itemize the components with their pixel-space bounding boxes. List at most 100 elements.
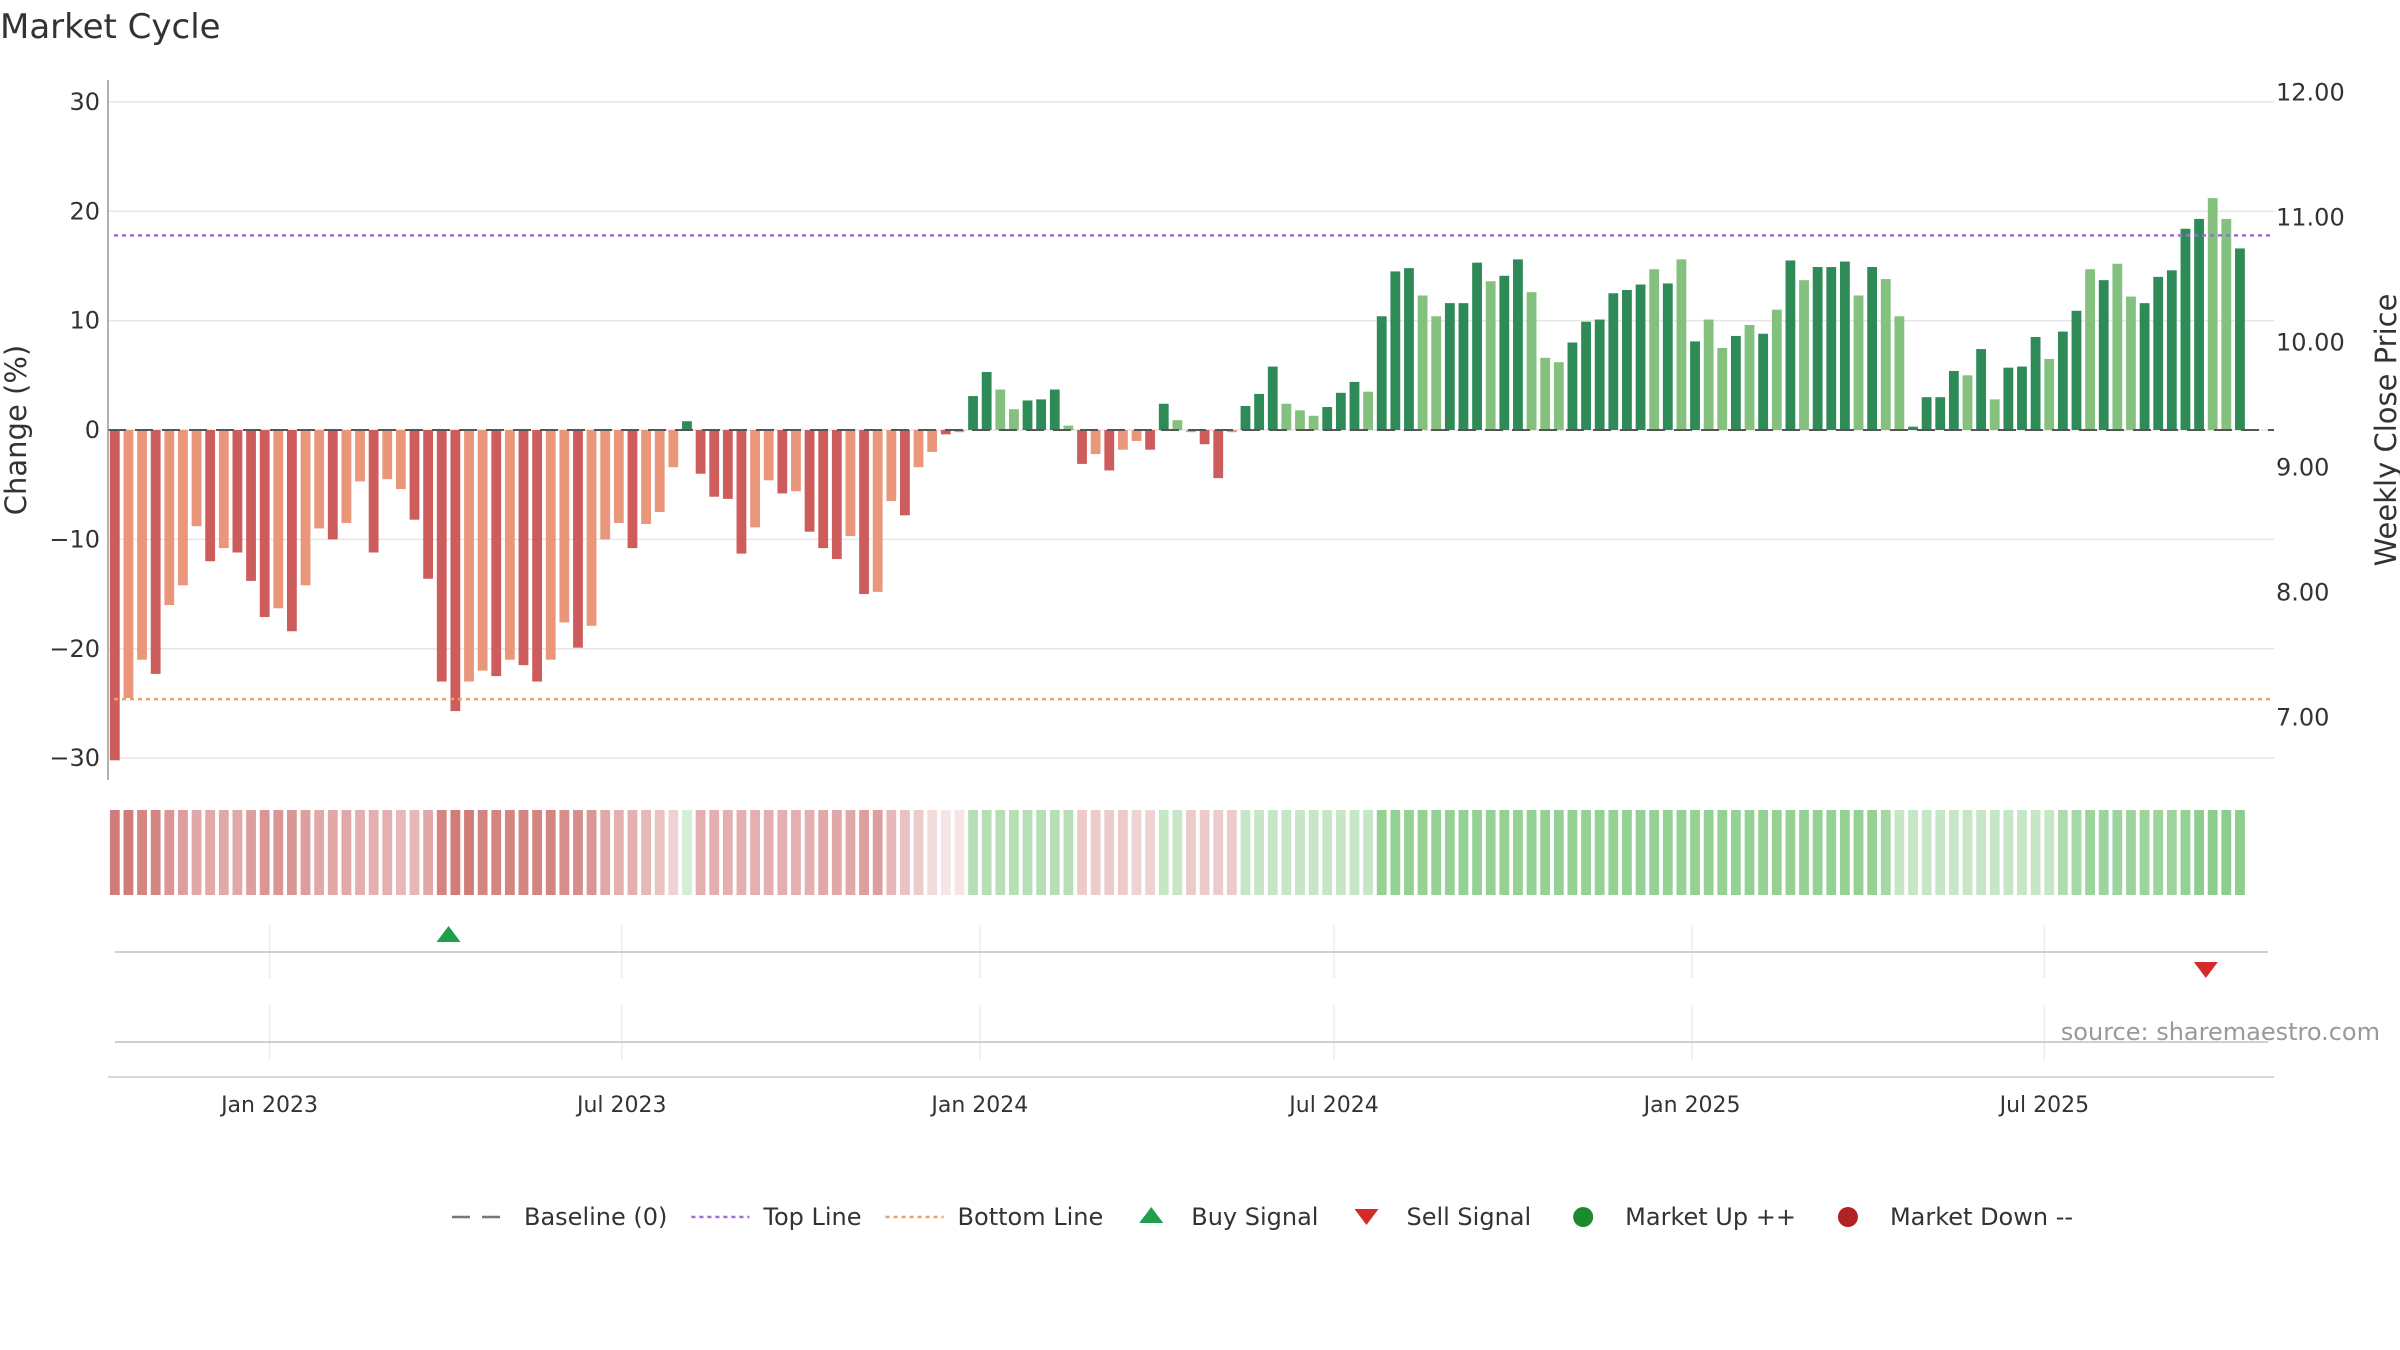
heat-cell [1009,810,1019,895]
heat-cell [1771,810,1782,895]
heat-cell [2166,810,2177,895]
bar [1404,268,1414,430]
sell-signal-marker [2193,962,2218,978]
bar [1104,430,1115,471]
signal-panel [115,925,2268,978]
bar [341,430,352,523]
bar [1839,261,1850,430]
heat-cell [464,810,474,895]
heat-cell [818,810,829,895]
heat-cell [845,810,856,895]
bar [682,421,692,430]
legend-item: Top Line [691,1203,862,1231]
bar [2166,270,2177,430]
bar [1186,430,1196,433]
bar [327,430,338,540]
heat-cell [573,810,583,895]
heat-cell [995,810,1006,895]
legend: Baseline (0) Top Line Bottom Line Buy Signa… [452,1203,2073,1231]
bar [1785,260,1796,430]
heat-cell [1240,810,1251,895]
y-tick-label: −10 [49,525,100,553]
heat-cell [2044,810,2055,895]
heat-cell [2112,810,2123,895]
bar [1172,420,1183,430]
heat-cell [341,810,352,895]
bar [1036,399,1047,430]
bar [818,430,829,549]
heat-cell [368,810,379,895]
heat-cell [1948,810,1959,895]
heat-cell [682,810,692,895]
bar [900,430,910,516]
bar [1989,399,2000,430]
heat-cell [1839,810,1850,895]
source-note: source: sharemaestro.com [2061,1018,2380,1046]
heat-cell [218,810,229,895]
heat-cell [1022,810,1033,895]
reference-lines [108,234,2274,701]
heat-cell [1308,810,1319,895]
heat-cell [2153,810,2164,895]
heat-cell [395,810,406,895]
bar [178,430,188,586]
heat-cell [1213,810,1224,895]
y2-tick-label: 9.00 [2276,454,2329,482]
x-tick-label: Jan 2023 [219,1093,318,1118]
bar [2044,358,2055,430]
bar [2180,228,2191,430]
heat-cell [1894,810,1905,895]
bar [1444,303,1455,430]
heat-cell [1935,810,1946,895]
bar [2003,367,2014,430]
heat-cell [450,810,461,895]
bar [1758,333,1769,430]
heat-cell [668,810,679,895]
chart-title: Market Cycle [0,7,221,47]
heat-cell [327,810,338,895]
bar [382,430,393,480]
legend-symbol-circle [1837,1207,1858,1227]
bar [368,430,379,553]
heat-cell [1485,810,1496,895]
bar [1567,342,1578,430]
bar [504,430,515,660]
bar [1009,409,1019,430]
bar [1295,410,1305,430]
bar [1622,290,1632,430]
heat-cell [1703,810,1714,895]
bar [600,430,611,540]
heat-cell [1267,810,1278,895]
bar [395,430,406,490]
heat-cell [559,810,570,895]
bar [2194,218,2204,430]
bar [1921,397,1932,430]
heat-cell [641,810,651,895]
bar [777,430,788,494]
heat-cell [1295,810,1305,895]
heat-cell [1744,810,1755,895]
bar [573,430,583,648]
heat-cell [109,810,120,895]
bar [613,430,624,523]
bar [1526,292,1537,430]
bar [940,430,951,435]
bar [1308,415,1319,430]
legend-label: Market Up ++ [1625,1203,1796,1231]
bar [859,430,869,595]
bar [1417,295,1428,430]
bar [1935,397,1946,430]
heat-cell [600,810,611,895]
bar [1744,325,1755,430]
bar [872,430,883,592]
bar [259,430,270,618]
bar [709,430,720,497]
bar [913,430,924,468]
bar [1581,321,1591,430]
bar [1077,430,1087,464]
heat-cell [477,810,488,895]
x-tick-label: Jan 2025 [1642,1093,1741,1118]
bar [1131,430,1142,441]
bar [450,430,461,712]
bar [1390,271,1401,430]
